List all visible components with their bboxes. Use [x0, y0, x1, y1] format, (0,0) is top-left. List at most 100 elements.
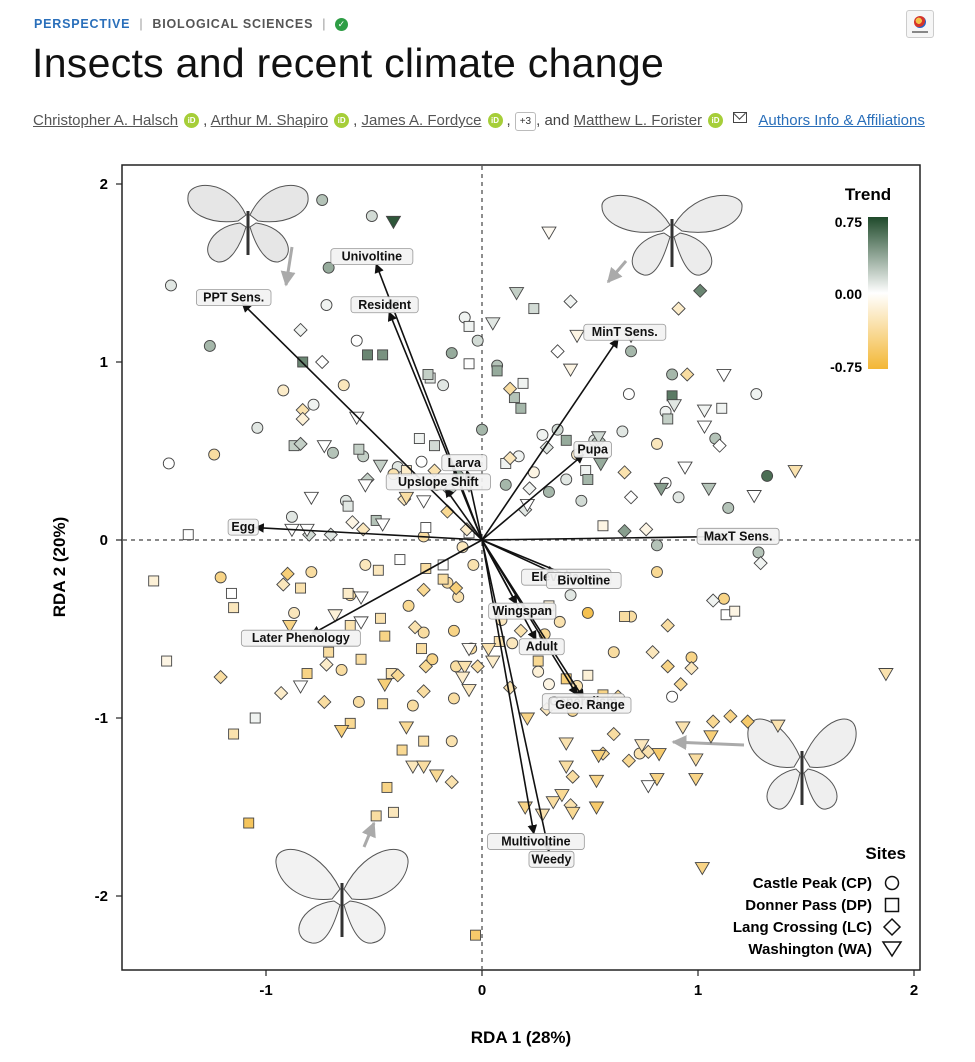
data-point-square: [387, 806, 399, 818]
trait-label-box: [240, 629, 361, 647]
data-point-circle: [752, 546, 765, 559]
trait-vector-arrow: [444, 487, 483, 541]
data-point-diamond: [684, 661, 699, 676]
butterfly-illustration: [187, 184, 309, 263]
trait-label: Pupa: [577, 442, 609, 456]
data-point-circle: [672, 491, 685, 504]
data-point-circle: [467, 558, 480, 571]
data-point-square: [560, 434, 572, 446]
data-point-square: [182, 529, 194, 541]
square-marker-icon: [884, 897, 900, 913]
author-link[interactable]: Arthur M. Shapiro: [210, 112, 329, 129]
authors-info-link[interactable]: Authors Info & Affiliations: [758, 112, 925, 129]
data-point-circle: [560, 473, 573, 486]
data-point-triangle: [316, 440, 333, 454]
data-point-square: [377, 349, 389, 361]
data-point-triangle: [372, 459, 389, 474]
data-point-triangle: [770, 719, 786, 734]
data-point-triangle: [461, 643, 477, 657]
section-label[interactable]: PERSPECTIVE: [34, 17, 131, 31]
article-title: Insects and recent climate change: [32, 40, 665, 86]
data-point-triangle: [588, 801, 605, 815]
x-tick-label: 1: [694, 982, 702, 999]
data-point-square: [418, 735, 430, 747]
data-point-square: [470, 929, 481, 941]
data-point-triangle: [653, 482, 670, 497]
trait-label-box: [573, 441, 612, 458]
author-link[interactable]: Matthew L. Forister: [573, 112, 703, 129]
data-point-triangle: [688, 753, 704, 767]
trait-vector-arrow: [387, 311, 483, 541]
data-point-triangle: [688, 773, 704, 787]
data-point-triangle: [485, 655, 501, 669]
data-point-circle: [543, 678, 555, 691]
trait-label-box: [528, 850, 575, 868]
data-point-square: [362, 349, 373, 361]
data-point-square: [491, 365, 503, 377]
data-point-circle: [717, 592, 730, 605]
data-point-triangle: [415, 495, 432, 509]
data-point-triangle: [456, 660, 473, 675]
data-point-diamond: [522, 481, 537, 496]
data-point-circle: [553, 615, 566, 628]
data-point-square: [370, 810, 382, 822]
data-point-triangle: [558, 737, 575, 751]
orcid-icon[interactable]: iD: [184, 113, 200, 128]
author-link[interactable]: James A. Fordyce: [361, 112, 482, 129]
data-point-circle: [666, 368, 679, 381]
data-point-circle: [285, 510, 298, 523]
data-point-circle: [316, 194, 329, 206]
data-point-diamond: [293, 436, 308, 452]
data-point-triangle: [545, 796, 562, 810]
trait-label: Univoltine: [342, 250, 402, 264]
data-point-square: [148, 575, 160, 587]
orcid-icon[interactable]: iD: [487, 113, 503, 128]
data-point-circle: [445, 735, 458, 748]
data-point-circle: [536, 429, 549, 441]
data-point-diamond: [273, 685, 289, 701]
data-point-triangle: [281, 619, 298, 634]
data-point-circle: [307, 398, 320, 411]
data-point-circle: [402, 599, 415, 612]
trait-label: MinT Sens.: [592, 325, 658, 339]
x-tick-label: -1: [259, 982, 272, 999]
trait-label: Later Phenology: [252, 631, 350, 645]
data-point-triangle: [640, 780, 657, 794]
data-point-triangle: [485, 317, 501, 331]
data-point-square: [463, 320, 475, 332]
data-point-square: [729, 605, 741, 617]
trend-colorbar: [868, 217, 888, 369]
data-point-triangle: [333, 725, 350, 739]
data-point-square: [379, 630, 391, 642]
author-link[interactable]: Christopher A. Halsch: [33, 112, 179, 129]
crossmark-icon[interactable]: [906, 10, 934, 38]
data-point-diamond: [606, 726, 621, 742]
orcid-icon[interactable]: iD: [334, 113, 350, 128]
trend-max-label: 0.75: [835, 214, 862, 230]
divider: |: [322, 17, 327, 31]
data-point-triangle: [651, 748, 667, 762]
data-point-diamond: [295, 411, 310, 427]
triangle-marker-icon: [881, 941, 903, 958]
trend-legend: Trend 0.75 0.00 -0.75: [830, 185, 891, 375]
data-point-diamond: [280, 566, 295, 581]
data-point-square: [323, 646, 335, 658]
butterfly-illustration: [747, 718, 857, 810]
more-authors-button[interactable]: +3: [514, 112, 537, 131]
trait-label-box: [385, 473, 491, 491]
site-label: Castle Peak (CP): [753, 875, 872, 892]
subject-label[interactable]: BIOLOGICAL SCIENCES: [152, 17, 314, 31]
data-point-square: [437, 573, 449, 585]
data-point-circle: [607, 646, 620, 659]
trait-label: Larva: [448, 456, 482, 470]
orcid-icon[interactable]: iD: [708, 113, 724, 128]
mail-icon[interactable]: [733, 112, 748, 123]
trait-label-box: [441, 454, 488, 472]
site-label: Washington (WA): [748, 941, 872, 958]
trait-vector-arrow: [481, 539, 552, 853]
data-point-circle: [651, 566, 663, 578]
data-point-circle: [750, 388, 763, 400]
trait-vector-arrow: [481, 453, 585, 541]
trait-label-box: [583, 323, 667, 341]
site-label: Donner Pass (DP): [745, 897, 872, 914]
